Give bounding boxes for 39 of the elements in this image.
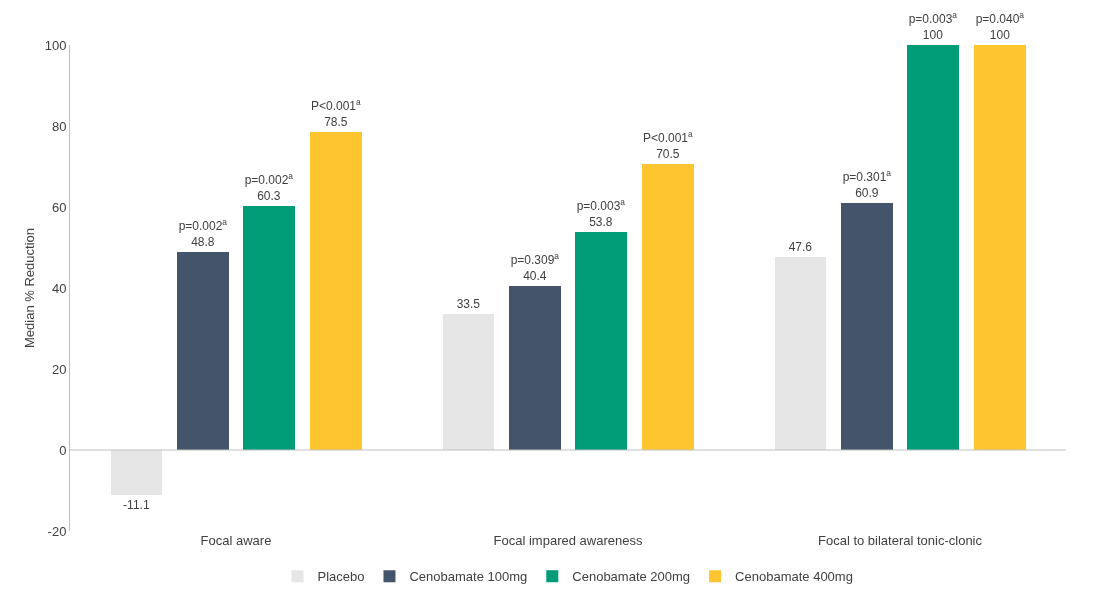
x-tick-label: Focal impared awareness xyxy=(493,533,643,548)
text: p=0.003$^{a}$ 53.8 xyxy=(576,197,626,229)
text: p=0.002$^{a}$ 60.3 xyxy=(244,171,294,203)
y-tick-label: 0 xyxy=(59,442,67,458)
x-tick-label: Focal aware xyxy=(200,533,272,548)
y-tick-label: 100 xyxy=(44,37,67,53)
bar xyxy=(841,203,893,450)
y-axis-title: Median % Reduction xyxy=(22,228,37,348)
data-label: -11.1 xyxy=(123,498,150,512)
bar xyxy=(443,314,494,450)
data-label: 47.6 xyxy=(788,240,813,254)
y-tick-label: 60 xyxy=(51,199,67,215)
text: p=0.309$^{a}$ 40.4 xyxy=(510,251,560,283)
text: p=0.003$^{a}$ 100 xyxy=(908,10,958,42)
text: p=0.301$^{a}$ 60.9 xyxy=(842,168,892,200)
bar xyxy=(310,132,362,450)
text: P<0.001$^{a}$ 78.5 xyxy=(310,97,361,129)
bar xyxy=(642,164,694,450)
bar xyxy=(775,257,826,450)
bar xyxy=(509,286,561,450)
bar xyxy=(575,232,627,450)
bar xyxy=(907,45,959,450)
legend-label: Placebo xyxy=(317,569,365,585)
text: p=0.002$^{a}$ 48.8 xyxy=(178,217,228,249)
y-tick-label: 80 xyxy=(51,118,67,134)
data-label: 33.5 xyxy=(456,297,481,311)
bar xyxy=(243,206,295,450)
bar xyxy=(974,45,1026,450)
y-tick-label: -20 xyxy=(47,523,67,539)
legend-label: Cenobamate 100mg xyxy=(409,569,528,585)
text: P<0.001$^{a}$ 70.5 xyxy=(642,129,693,161)
y-tick-label: 20 xyxy=(51,361,67,377)
text: p=0.040$^{a}$ 100 xyxy=(975,10,1025,42)
legend-label: Cenobamate 400mg xyxy=(735,569,853,585)
x-tick-label: Focal to bilateral tonic-clonic xyxy=(817,533,983,548)
y-tick-label: 40 xyxy=(51,280,67,296)
bar xyxy=(111,450,162,495)
bar xyxy=(177,252,229,450)
legend-label: Cenobamate 200mg xyxy=(572,569,691,585)
